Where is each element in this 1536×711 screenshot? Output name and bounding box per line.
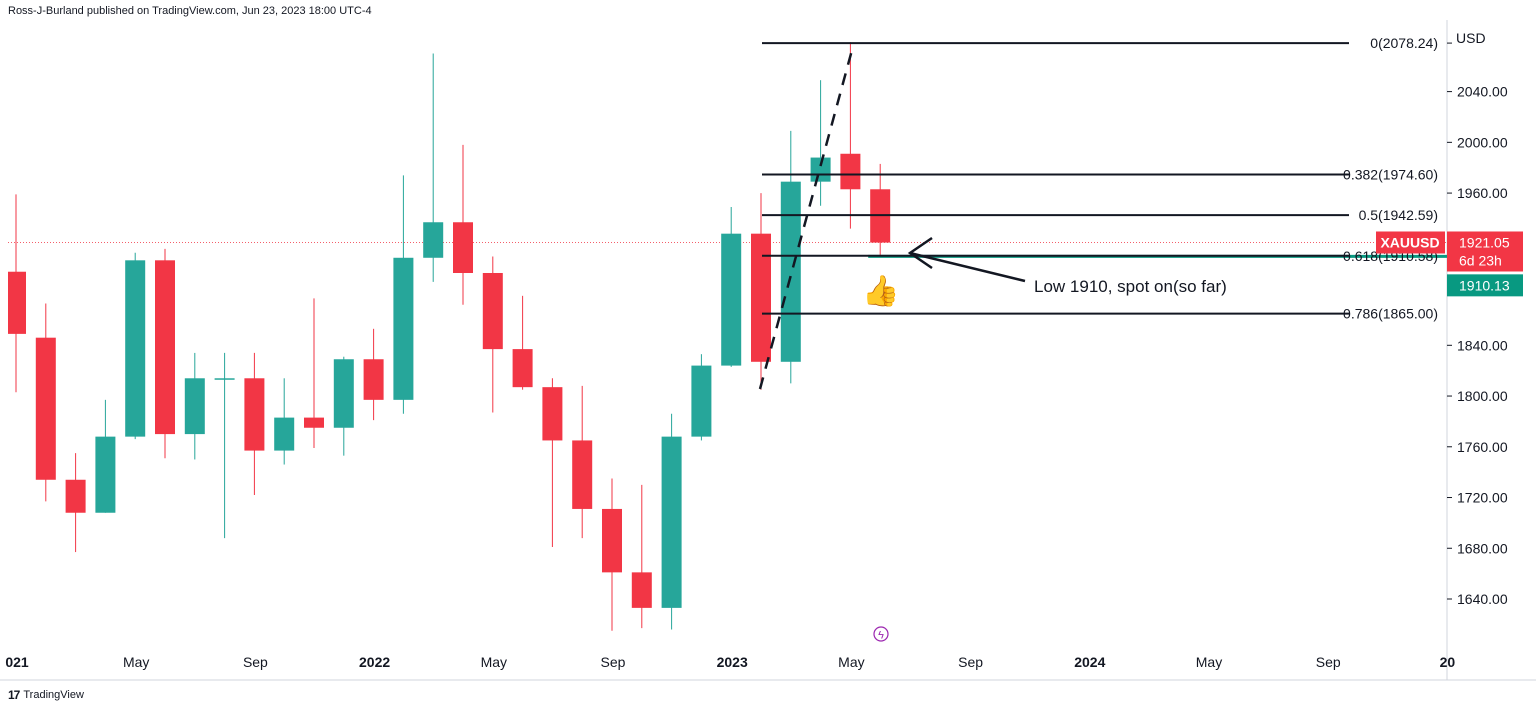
candle-up: [333, 359, 354, 428]
tradingview-logo-icon: 17: [8, 688, 20, 702]
candle-up: [184, 378, 205, 435]
candle-up: [423, 222, 444, 258]
event-marker-glyph: ϟ: [878, 630, 884, 642]
price-axis-label: 1760.00: [1457, 439, 1508, 455]
candle-down: [35, 337, 56, 480]
candle-up: [125, 260, 146, 437]
candle-down: [8, 271, 26, 334]
time-axis-label: Sep: [601, 654, 626, 670]
candle-down: [363, 359, 384, 400]
time-axis-label: Sep: [243, 654, 268, 670]
price-axis-label: 1840.00: [1457, 337, 1508, 353]
time-axis-label: May: [123, 654, 149, 670]
price-axis-label: 2040.00: [1457, 84, 1508, 100]
price-axis-label: 1720.00: [1457, 490, 1508, 506]
price-axis-label: 1680.00: [1457, 540, 1508, 556]
fib-level-label: 0.5(1942.59): [1359, 207, 1438, 223]
thumbs-up-icon: 👍: [862, 273, 899, 308]
time-axis-label: May: [1196, 654, 1222, 670]
candle-up: [274, 417, 295, 451]
price-axis[interactable]: USD 1640.00 1680.00 1720.00 1760.00 1800.00 18…: [1447, 30, 1508, 607]
candle-up: [214, 378, 235, 380]
annotation-text: Low 1910, spot on(so far): [1034, 277, 1227, 296]
candle-up: [95, 436, 116, 513]
candle-down: [453, 222, 473, 273]
candle-down: [631, 572, 652, 608]
symbol-badge-label: XAUUSD: [1380, 234, 1439, 250]
time-axis-label: May: [481, 654, 507, 670]
candle-down: [840, 153, 861, 190]
time-axis-label: Sep: [958, 654, 983, 670]
candle-up: [780, 181, 801, 362]
candles: [8, 42, 891, 631]
price-badges: XAUUSD 1921.05 6d 23h 1910.13: [1376, 231, 1523, 297]
candle-up: [810, 157, 831, 182]
annotation[interactable]: Low 1910, spot on(so far) 👍 ϟ: [862, 236, 1227, 642]
current-price-badge: [1447, 231, 1523, 272]
candle-down: [602, 508, 622, 573]
support-price-badge: [1447, 274, 1523, 297]
time-axis-label: 2024: [1074, 654, 1105, 670]
candle-up: [661, 436, 682, 608]
price-axis-label: 1800.00: [1457, 388, 1508, 404]
candle-up: [691, 365, 712, 437]
time-axis-label: 2022: [359, 654, 390, 670]
candle-down: [751, 233, 771, 362]
publisher-header: Ross-J-Burland published on TradingView.…: [8, 5, 372, 17]
candle-down: [304, 417, 324, 428]
time-axis[interactable]: 021 May Sep 2022 May Sep 2023 May Sep 2024 May Sep 2…: [5, 654, 1455, 670]
tradingview-footer[interactable]: 17 TradingView: [8, 688, 84, 702]
trend-line[interactable]: [758, 49, 854, 390]
tradingview-brand: TradingView: [23, 689, 84, 701]
fib-retracement[interactable]: 0(2078.24)0.382(1974.60)0.5(1942.59)0.61…: [762, 35, 1447, 322]
grid: [0, 20, 1536, 681]
candle-down: [155, 260, 175, 435]
candle-down: [65, 479, 86, 513]
candle-down: [512, 349, 533, 388]
time-axis-label: 20: [1440, 654, 1456, 670]
price-axis-label: 2000.00: [1457, 134, 1508, 150]
annotation-arrow-head: [907, 236, 933, 270]
time-axis-label: May: [838, 654, 864, 670]
price-axis-label: 1960.00: [1457, 185, 1508, 201]
candle-down: [542, 387, 563, 441]
candle-up: [393, 257, 414, 400]
event-marker-icon: [873, 626, 889, 642]
current-price-value: 1921.05: [1459, 234, 1510, 250]
countdown-value: 6d 23h: [1459, 252, 1502, 268]
dashed-trend-line: [758, 49, 854, 390]
candle-down: [482, 272, 503, 350]
symbol-badge: [1376, 231, 1445, 254]
annotation-arrow-shaft: [909, 251, 1026, 283]
fib-level-label: 0.786(1865.00): [1343, 306, 1438, 322]
fib-level-label: 0.382(1974.60): [1343, 167, 1438, 183]
fib-level-label: 0(2078.24): [1370, 35, 1438, 51]
price-axis-label: 1640.00: [1457, 591, 1508, 607]
time-axis-label: 021: [5, 654, 29, 670]
time-axis-label: 2023: [717, 654, 748, 670]
time-axis-label: Sep: [1316, 654, 1341, 670]
candle-down: [572, 440, 593, 509]
support-price-value: 1910.13: [1459, 277, 1510, 293]
price-axis-unit: USD: [1456, 30, 1486, 46]
candle-up: [721, 233, 742, 366]
candle-down: [244, 378, 265, 451]
